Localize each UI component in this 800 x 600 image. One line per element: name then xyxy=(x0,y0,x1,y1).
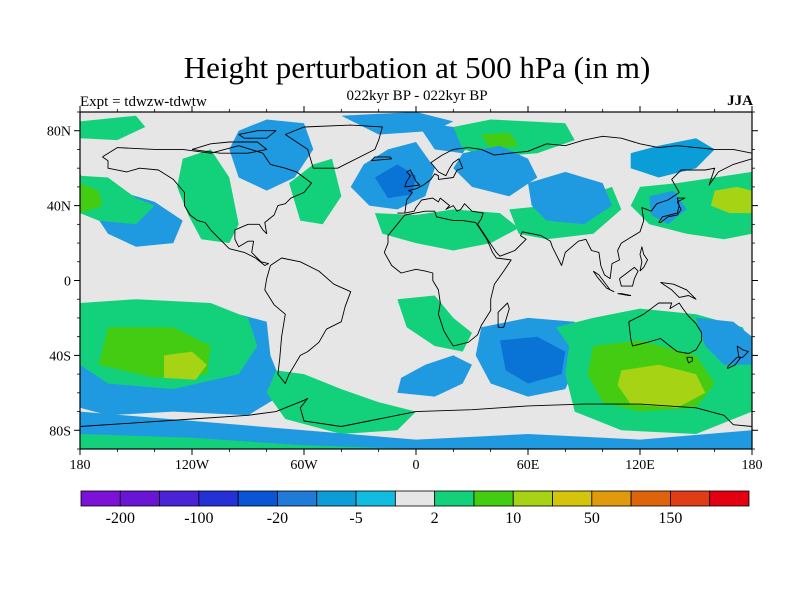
contour-region-34 xyxy=(80,411,752,449)
coastline-18 xyxy=(80,397,752,427)
colorbar-swatch xyxy=(80,490,121,507)
colorbar-label: -5 xyxy=(349,510,362,527)
contour-region-3 xyxy=(80,115,146,141)
colorbar-swatch xyxy=(473,490,514,507)
contour-region-16 xyxy=(528,171,612,225)
coastline-11 xyxy=(658,197,686,223)
colorbar-label: -100 xyxy=(184,510,213,527)
coastline-16 xyxy=(639,246,648,272)
contour-region-26 xyxy=(266,370,416,434)
coastline-10 xyxy=(727,356,742,369)
contour-region-12 xyxy=(453,119,575,157)
colorbar-label: 150 xyxy=(658,510,682,527)
contour-region-35 xyxy=(80,434,416,449)
coastline-5 xyxy=(383,210,512,347)
lon-tick-label: 120W xyxy=(175,458,210,473)
lon-tick-label: 120E xyxy=(625,458,655,473)
contour-region-32 xyxy=(617,364,706,408)
lon-tick-label: 180 xyxy=(742,458,763,473)
colorbar-label: -200 xyxy=(106,510,135,527)
contour-region-29 xyxy=(500,336,566,384)
contour-region-5 xyxy=(229,119,314,191)
colorbar-swatch xyxy=(277,490,318,507)
contour-region-17 xyxy=(630,138,715,178)
coastline-12 xyxy=(592,270,615,293)
contour-region-14 xyxy=(453,145,538,197)
coastline-layer xyxy=(80,124,752,427)
contour-region-25 xyxy=(397,355,472,397)
contour-fill-layer xyxy=(80,112,752,449)
lon-tick-label: 180 xyxy=(70,458,91,473)
contour-region-1 xyxy=(80,175,155,225)
contour-region-9 xyxy=(374,209,519,251)
lat-tick-label: 40S xyxy=(49,349,71,364)
coastline-15 xyxy=(660,281,697,300)
colorbar-label: 10 xyxy=(505,510,521,527)
coastline-1 xyxy=(264,257,352,384)
colorbar-swatch xyxy=(512,490,553,507)
coastline-6 xyxy=(497,302,510,328)
colorbar-swatch xyxy=(709,490,750,507)
colorbar: -200 -100 -20 -5 2 10 50 150 xyxy=(80,490,750,527)
contour-region-13 xyxy=(481,132,519,150)
colorbar-swatch xyxy=(552,490,593,507)
coastline-14 xyxy=(619,266,639,287)
contour-region-4 xyxy=(177,149,239,244)
contour-region-27 xyxy=(397,295,472,352)
colorbar-swatch xyxy=(670,490,711,507)
colorbar-swatch xyxy=(316,490,357,507)
contour-region-11 xyxy=(416,121,472,154)
coastline-2 xyxy=(284,124,383,169)
contour-region-24 xyxy=(164,351,207,380)
lat-tick-label: 80S xyxy=(49,424,71,439)
contour-region-2 xyxy=(80,183,103,214)
coastline-4 xyxy=(397,135,752,280)
coastline-7 xyxy=(628,302,703,354)
lat-tick-label: 0 xyxy=(64,275,71,290)
colorbar-swatch xyxy=(198,490,239,507)
colorbar-label: 50 xyxy=(584,510,600,527)
contour-region-19 xyxy=(710,186,752,214)
colorbar-swatch xyxy=(630,490,671,507)
coastline-17 xyxy=(404,169,421,188)
coastline-9 xyxy=(736,345,749,358)
colorbar-swatch xyxy=(434,490,475,507)
lat-tick-label: 80N xyxy=(47,125,71,140)
coastline-13 xyxy=(617,293,632,296)
colorbar-swatch xyxy=(237,490,278,507)
axis-layer: 80N 40N 0 40S 80S 180 120W 60W 0 60E 120E 180 xyxy=(47,106,763,473)
colorbar-swatch xyxy=(591,490,632,507)
chart-title: Height perturbation at 500 hPa (in m) xyxy=(183,50,651,85)
coastline-20 xyxy=(238,130,277,139)
coastline-3 xyxy=(370,156,393,162)
chart-subtitle: 022kyr BP - 022kyr BP xyxy=(346,88,488,104)
lon-tick-label: 60E xyxy=(517,458,540,473)
coastline-8 xyxy=(686,356,693,364)
experiment-label: Expt = tdwzw-tdwtw xyxy=(80,94,207,110)
contour-region-8 xyxy=(374,164,416,199)
lon-tick-label: 0 xyxy=(413,458,420,473)
lon-tick-label: 60W xyxy=(290,458,318,473)
lat-tick-label: 40N xyxy=(47,200,71,215)
contour-region-6 xyxy=(289,158,342,225)
coastline-19 xyxy=(191,141,268,154)
colorbar-label: 2 xyxy=(431,510,439,527)
coastline-0 xyxy=(102,145,312,266)
season-label: JJA xyxy=(727,93,753,109)
colorbar-label: -20 xyxy=(267,510,288,527)
colorbar-swatch xyxy=(355,490,396,507)
colorbar-swatch xyxy=(159,490,200,507)
colorbar-swatch xyxy=(394,490,436,507)
colorbar-swatch xyxy=(119,490,160,507)
